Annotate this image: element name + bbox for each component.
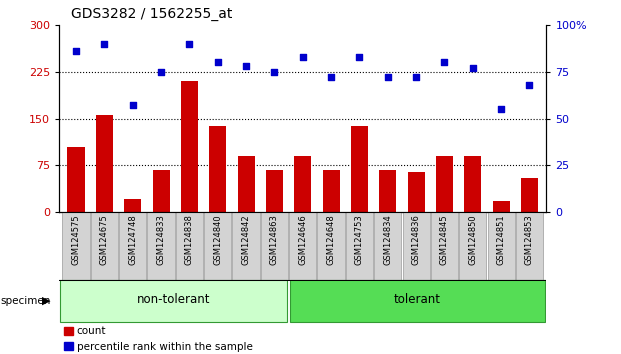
Bar bbox=[124, 199, 141, 212]
Text: GSM124851: GSM124851 bbox=[497, 215, 505, 265]
Text: GSM124853: GSM124853 bbox=[525, 215, 534, 265]
Bar bbox=[492, 201, 510, 212]
Bar bbox=[516, 212, 543, 280]
Text: specimen: specimen bbox=[1, 296, 51, 306]
Text: GSM124836: GSM124836 bbox=[412, 215, 420, 265]
Text: GSM124834: GSM124834 bbox=[383, 215, 392, 265]
Bar bbox=[379, 170, 396, 212]
Point bbox=[297, 54, 307, 59]
Bar bbox=[346, 212, 373, 280]
Bar bbox=[91, 212, 118, 280]
Point bbox=[241, 63, 251, 69]
Point bbox=[411, 74, 421, 80]
Bar bbox=[436, 156, 453, 212]
Bar bbox=[204, 212, 231, 280]
Point bbox=[270, 69, 279, 74]
Bar bbox=[459, 212, 486, 280]
Bar bbox=[317, 212, 345, 280]
Bar bbox=[68, 147, 84, 212]
Point bbox=[184, 41, 194, 46]
Text: GSM124850: GSM124850 bbox=[468, 215, 478, 265]
Text: GSM124646: GSM124646 bbox=[298, 215, 307, 265]
Bar bbox=[261, 212, 288, 280]
Point bbox=[440, 59, 450, 65]
Bar bbox=[232, 212, 260, 280]
Bar bbox=[176, 212, 203, 280]
Bar bbox=[96, 115, 113, 212]
Text: GDS3282 / 1562255_at: GDS3282 / 1562255_at bbox=[71, 7, 233, 21]
Text: GSM124648: GSM124648 bbox=[327, 215, 335, 265]
Text: GSM124675: GSM124675 bbox=[100, 215, 109, 265]
Text: GSM124575: GSM124575 bbox=[71, 215, 81, 265]
Point bbox=[99, 41, 109, 46]
Bar bbox=[266, 170, 283, 212]
Point bbox=[326, 74, 336, 80]
Point bbox=[128, 103, 138, 108]
Bar bbox=[153, 170, 170, 212]
Bar bbox=[407, 172, 425, 212]
Text: GSM124838: GSM124838 bbox=[185, 215, 194, 265]
Text: GSM124863: GSM124863 bbox=[270, 215, 279, 265]
Bar bbox=[62, 212, 89, 280]
Text: GSM124840: GSM124840 bbox=[213, 215, 222, 265]
Text: tolerant: tolerant bbox=[394, 293, 441, 307]
Bar bbox=[351, 126, 368, 212]
Text: GSM124845: GSM124845 bbox=[440, 215, 449, 265]
Bar bbox=[487, 212, 515, 280]
Bar bbox=[431, 212, 458, 280]
Point bbox=[355, 54, 365, 59]
Point bbox=[468, 65, 478, 71]
Text: GSM124842: GSM124842 bbox=[242, 215, 250, 265]
Text: ▶: ▶ bbox=[42, 296, 51, 306]
Point bbox=[496, 106, 506, 112]
Text: GSM124833: GSM124833 bbox=[156, 215, 166, 265]
Point bbox=[383, 74, 392, 80]
Bar bbox=[147, 212, 175, 280]
Bar bbox=[465, 156, 481, 212]
Bar bbox=[402, 212, 430, 280]
Point bbox=[213, 59, 223, 65]
Bar bbox=[322, 170, 340, 212]
Bar bbox=[181, 81, 198, 212]
Bar bbox=[374, 212, 401, 280]
Point bbox=[156, 69, 166, 74]
Text: GSM124748: GSM124748 bbox=[128, 215, 137, 265]
Bar bbox=[521, 178, 538, 212]
Text: non-tolerant: non-tolerant bbox=[137, 293, 211, 307]
Point bbox=[525, 82, 535, 88]
Bar bbox=[294, 156, 311, 212]
Bar bbox=[290, 280, 545, 321]
Point bbox=[71, 48, 81, 54]
Text: GSM124753: GSM124753 bbox=[355, 215, 364, 265]
Bar bbox=[289, 212, 316, 280]
Bar bbox=[119, 212, 147, 280]
Bar bbox=[238, 156, 255, 212]
Legend: count, percentile rank within the sample: count, percentile rank within the sample bbox=[64, 326, 253, 352]
Bar bbox=[60, 280, 287, 321]
Bar bbox=[209, 126, 226, 212]
